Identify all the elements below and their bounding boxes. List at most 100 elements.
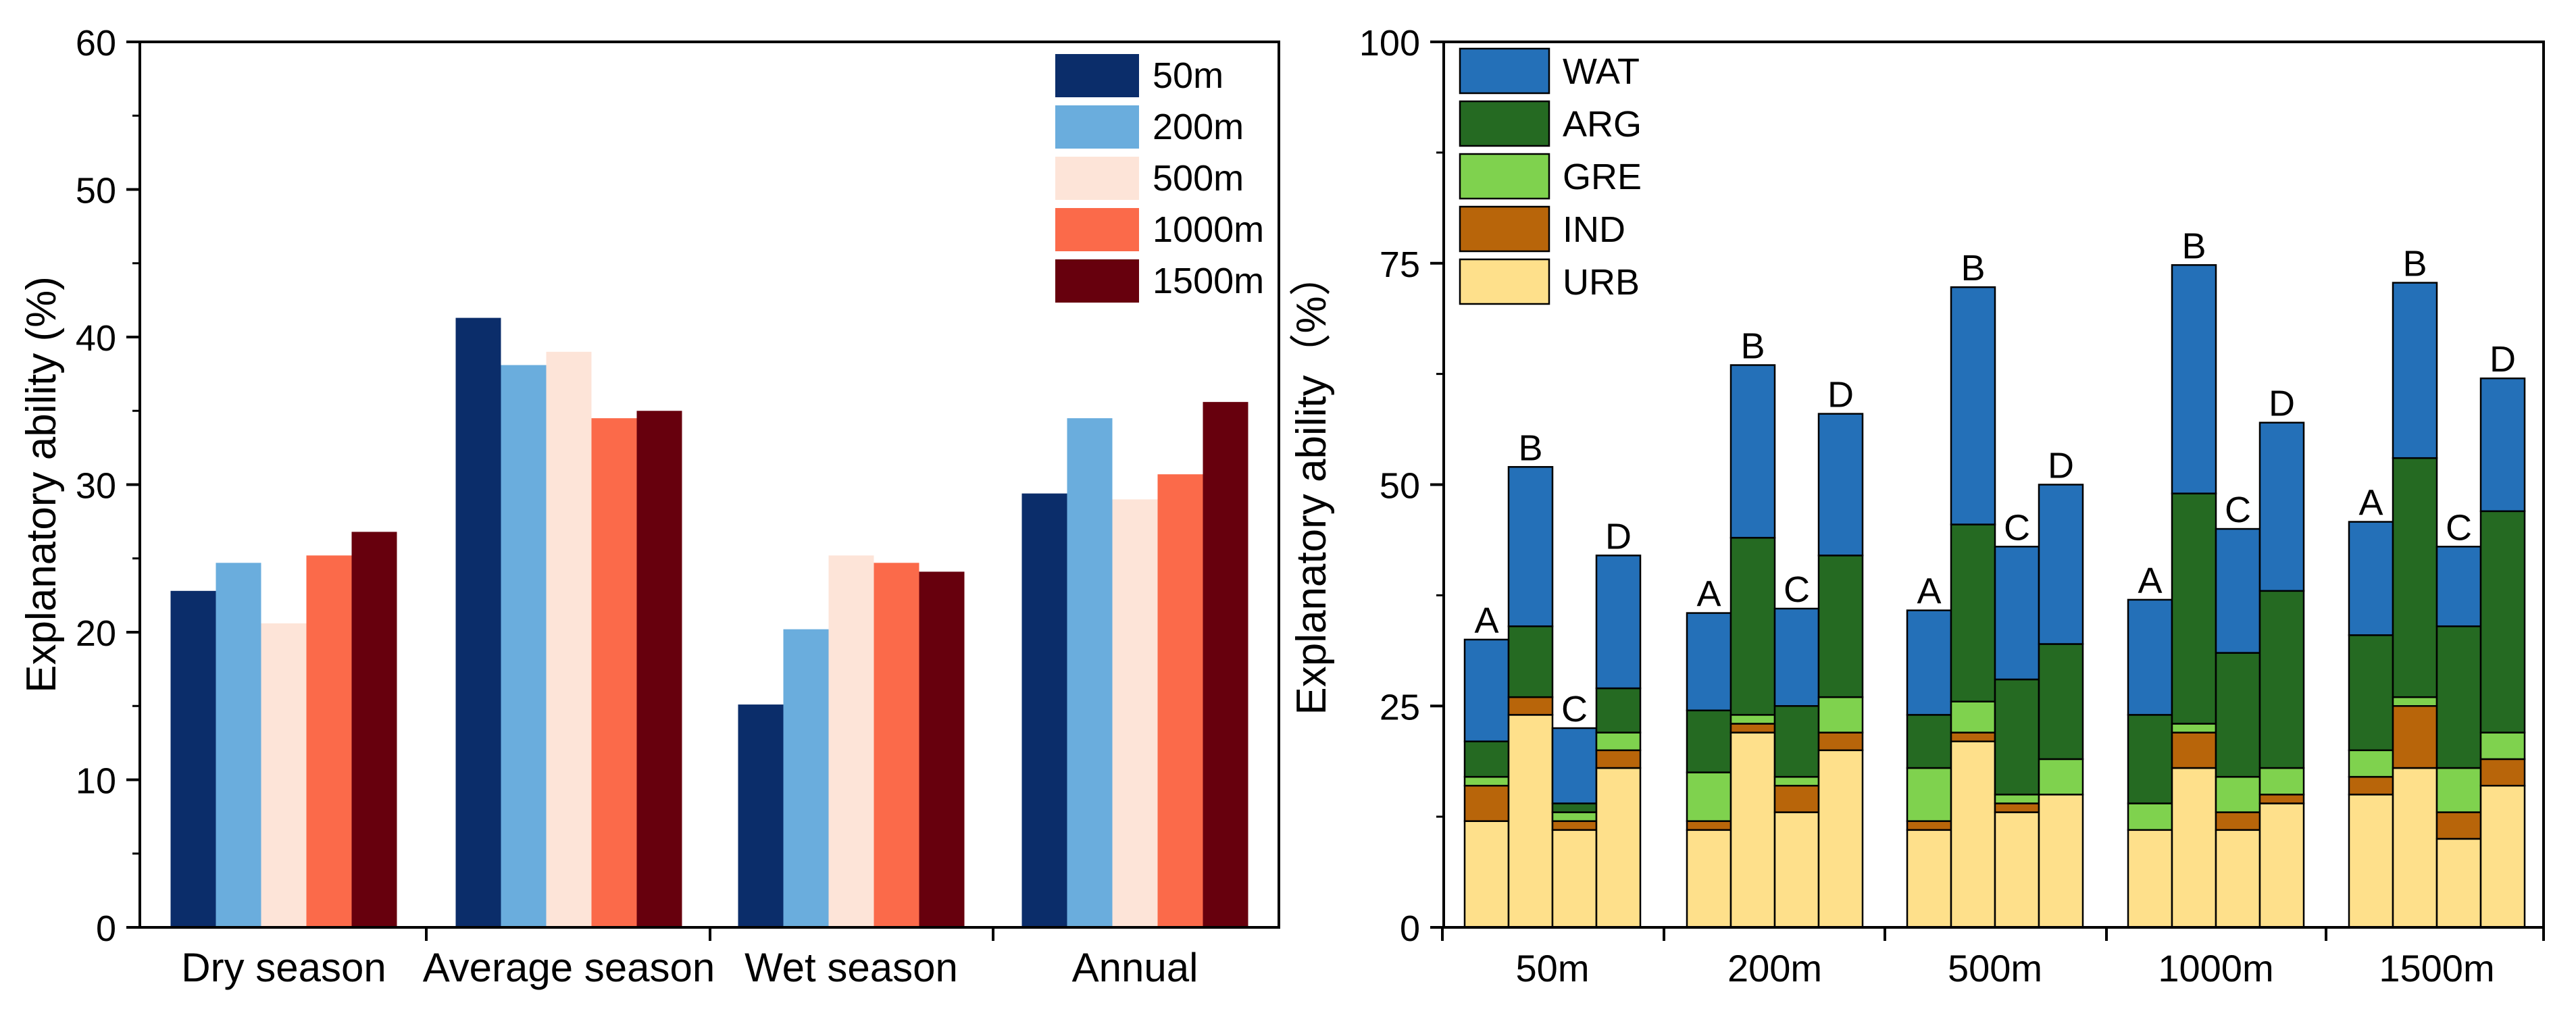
segment-URB-500m-C xyxy=(1994,811,2040,929)
segment-IND-50m-B xyxy=(1507,696,1554,716)
segment-URB-500m-D xyxy=(2038,794,2084,929)
segment-WAT-1500m-D xyxy=(2479,377,2526,513)
bar-letter-200m-B: B xyxy=(1740,326,1765,367)
segment-URB-1000m-D xyxy=(2258,802,2305,929)
bar-500m-annual xyxy=(1112,499,1158,927)
bar-letter-200m-D: D xyxy=(1827,375,1854,415)
segment-ARG-500m-C xyxy=(1994,678,2040,796)
segment-ARG-1000m-C xyxy=(2215,652,2261,778)
segment-WAT-500m-B xyxy=(1950,286,1996,525)
segment-GRE-1000m-D xyxy=(2258,767,2305,796)
segment-ARG-50m-A xyxy=(1463,740,1510,778)
segment-ARG-500m-A xyxy=(1906,714,1952,769)
legend-label-WAT: WAT xyxy=(1563,51,1640,92)
segment-IND-1500m-D xyxy=(2479,758,2526,787)
segment-IND-1500m-A xyxy=(2348,775,2394,796)
bar-letter-50m-C: C xyxy=(1561,689,1588,729)
segment-URB-50m-D xyxy=(1595,767,1642,929)
bar-200m-wet-season xyxy=(783,629,829,927)
bar-letter-500m-B: B xyxy=(1961,248,1985,288)
segment-WAT-50m-B xyxy=(1507,466,1554,627)
bar-letter-50m-B: B xyxy=(1518,428,1542,468)
legend-swatch-ARG xyxy=(1459,100,1550,147)
y-tick-label: 20 xyxy=(76,613,116,654)
bar-letter-1000m-B: B xyxy=(2181,226,2206,266)
legend-swatch-WAT xyxy=(1459,47,1550,95)
segment-WAT-500m-C xyxy=(1994,546,2040,681)
segment-WAT-1000m-D xyxy=(2258,421,2305,592)
legend-label-500m: 500m xyxy=(1153,158,1244,199)
segment-ARG-1500m-B xyxy=(2392,457,2438,698)
segment-URB-50m-B xyxy=(1507,714,1554,929)
bar-200m-annual xyxy=(1067,418,1113,927)
y-tick-label: 50 xyxy=(76,171,116,211)
segment-GRE-1000m-B xyxy=(2171,723,2217,734)
segment-GRE-1500m-D xyxy=(2479,731,2526,761)
segment-IND-50m-C xyxy=(1551,820,1598,831)
bar-letter-1000m-D: D xyxy=(2269,384,2295,424)
x-tick-label: Annual xyxy=(1072,945,1198,990)
segment-GRE-1500m-B xyxy=(2392,696,2438,707)
segment-WAT-200m-A xyxy=(1686,612,1732,712)
segment-ARG-1000m-D xyxy=(2258,590,2305,769)
bar-50m-wet-season xyxy=(738,704,784,927)
segment-IND-1500m-B xyxy=(2392,705,2438,769)
segment-URB-1500m-A xyxy=(2348,794,2394,929)
x-tick-label: Average season xyxy=(423,945,715,990)
bar-50m-average-season xyxy=(455,317,501,928)
segment-URB-200m-D xyxy=(1817,749,1864,929)
segment-IND-500m-B xyxy=(1950,731,1996,742)
segment-GRE-200m-C xyxy=(1773,775,1820,787)
segment-WAT-200m-B xyxy=(1729,364,1776,539)
y-axis-label: Explanatory ability（%） xyxy=(1288,254,1335,715)
legend-label-GRE: GRE xyxy=(1563,157,1642,197)
segment-IND-1500m-C xyxy=(2435,811,2482,840)
segment-URB-1000m-B xyxy=(2171,767,2217,929)
segment-ARG-200m-A xyxy=(1686,709,1732,773)
x-tick-label: Dry season xyxy=(181,945,386,990)
segment-IND-50m-D xyxy=(1595,749,1642,769)
bar-200m-average-season xyxy=(501,365,547,927)
segment-WAT-50m-D xyxy=(1595,555,1642,690)
segment-URB-200m-C xyxy=(1773,811,1820,929)
y-tick-label: 50 xyxy=(1380,466,1420,507)
legend-swatch-URB xyxy=(1459,258,1550,305)
bar-1000m-average-season xyxy=(591,418,637,927)
y-tick-label: 75 xyxy=(1380,245,1420,285)
legend-label-IND: IND xyxy=(1563,209,1625,250)
segment-WAT-200m-C xyxy=(1773,607,1820,707)
legend-label-ARG: ARG xyxy=(1563,104,1642,145)
segment-WAT-1500m-B xyxy=(2392,282,2438,459)
segment-GRE-1000m-C xyxy=(2215,775,2261,813)
bar-letter-500m-D: D xyxy=(2048,446,2074,486)
segment-WAT-1500m-C xyxy=(2435,546,2482,627)
segment-ARG-1500m-D xyxy=(2479,510,2526,734)
segment-URB-200m-B xyxy=(1729,731,1776,929)
y-tick-label: 100 xyxy=(1359,23,1420,63)
bar-letter-1500m-B: B xyxy=(2402,244,2427,284)
legend-swatch-1500m xyxy=(1055,259,1139,303)
legend-swatch-1000m xyxy=(1055,208,1139,251)
y-tick-label: 0 xyxy=(96,908,116,949)
bar-letter-500m-A: A xyxy=(1917,571,1941,612)
segment-GRE-500m-B xyxy=(1950,700,1996,734)
segment-ARG-50m-D xyxy=(1595,687,1642,734)
x-tick-label: 50m xyxy=(1516,947,1590,990)
segment-URB-50m-C xyxy=(1551,829,1598,929)
segment-IND-1000m-B xyxy=(2171,731,2217,769)
segment-ARG-1500m-C xyxy=(2435,625,2482,769)
left-panel-grouped-bar-chart: Dry season Average season Wet season Annual… xyxy=(18,23,1280,990)
x-tick-label: 1500m xyxy=(2379,947,2494,990)
legend-label-1500m: 1500m xyxy=(1153,261,1264,301)
segment-URB-1500m-C xyxy=(2435,838,2482,929)
y-tick-label: 0 xyxy=(1400,908,1420,949)
segment-ARG-1000m-B xyxy=(2171,492,2217,725)
y-tick-label: 10 xyxy=(76,761,116,802)
y-tick-label: 60 xyxy=(76,23,116,63)
segment-URB-500m-B xyxy=(1950,740,1996,929)
segment-GRE-200m-D xyxy=(1817,696,1864,734)
bar-letter-1500m-A: A xyxy=(2358,483,2383,523)
bar-1000m-annual xyxy=(1157,474,1203,927)
segment-URB-50m-A xyxy=(1463,820,1510,929)
bar-letter-1500m-C: C xyxy=(2446,507,2472,548)
